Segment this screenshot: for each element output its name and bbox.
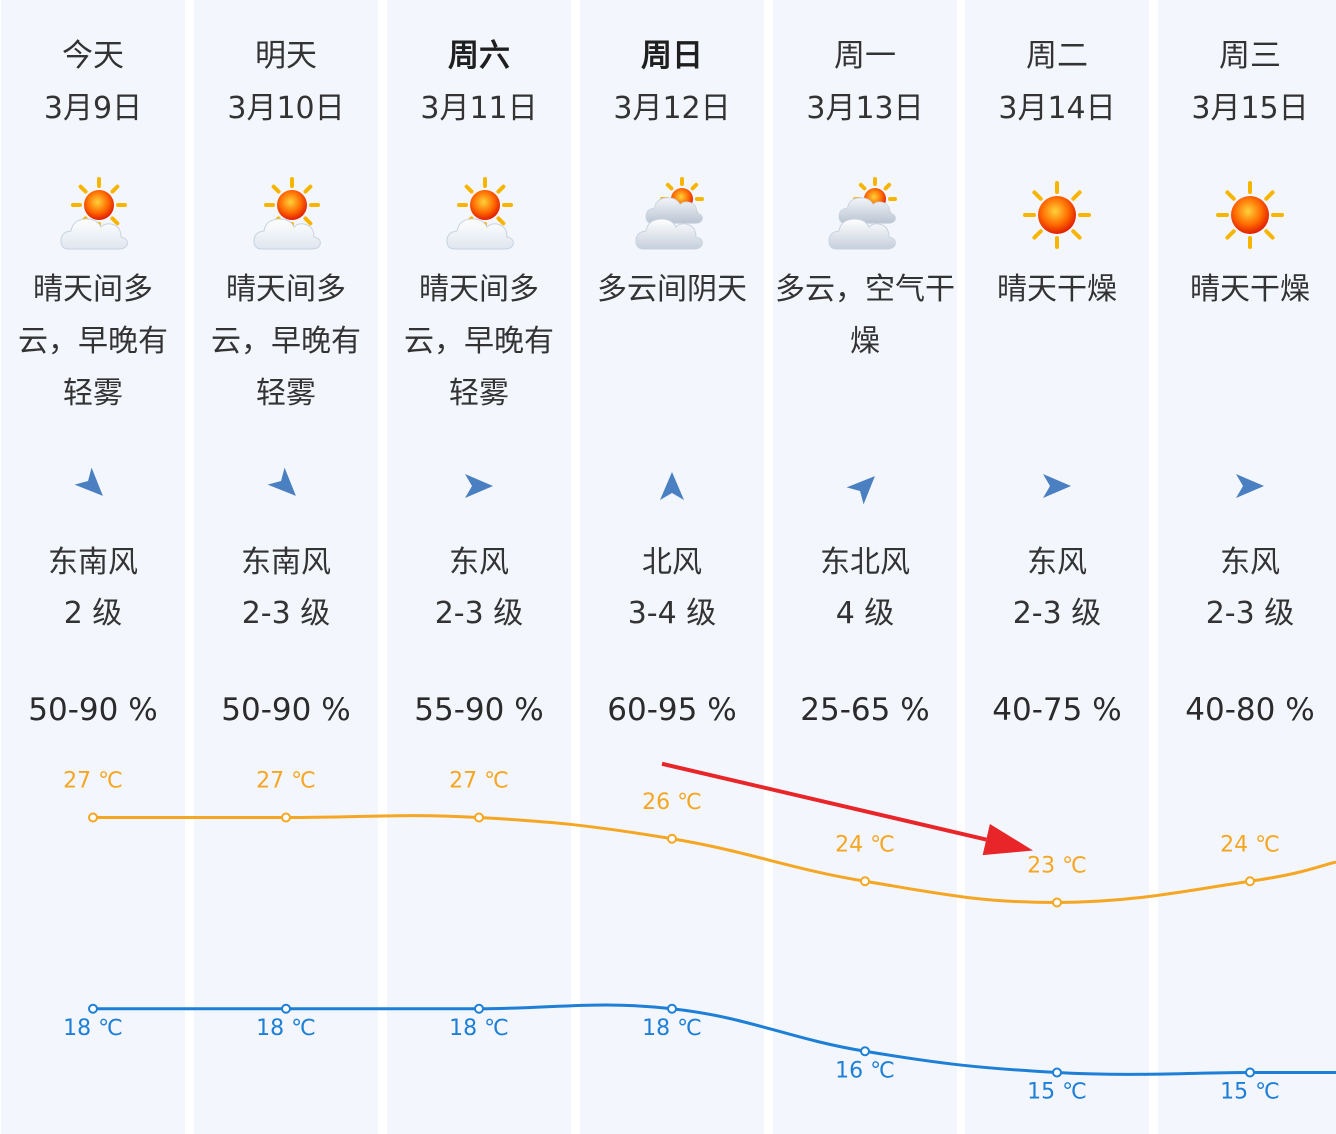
wind-level-label: 3-4 级 bbox=[627, 596, 717, 631]
wind-direction-label: 东南风 bbox=[48, 545, 138, 580]
wind-level-label: 2-3 级 bbox=[434, 596, 524, 631]
humidity-label: 50-90 % bbox=[221, 692, 351, 728]
wind-level-label: 2-3 级 bbox=[241, 596, 331, 631]
humidity-label: 40-80 % bbox=[1185, 692, 1315, 728]
date-label: 3月12日 bbox=[613, 91, 731, 126]
weekday-label: 今天 bbox=[62, 38, 124, 74]
high-temp-point bbox=[1052, 897, 1062, 908]
low-temp-point bbox=[281, 1003, 291, 1014]
high-temp-label: 27 ℃ bbox=[256, 769, 316, 794]
high-temp-point bbox=[667, 833, 677, 844]
low-temp-point bbox=[667, 1003, 677, 1014]
wind-direction-icon bbox=[1230, 466, 1270, 506]
partly-cloudy-icon bbox=[439, 175, 519, 255]
weather-description: 晴天干燥 bbox=[1190, 272, 1310, 307]
weather-description: 多云，空气干燥 bbox=[775, 272, 955, 359]
day-column bbox=[1158, 0, 1336, 1134]
wind-level-label: 4 级 bbox=[835, 596, 895, 631]
wind-direction-icon bbox=[1037, 466, 1077, 506]
wind-direction-icon bbox=[266, 466, 306, 506]
low-temp-label: 18 ℃ bbox=[63, 1016, 123, 1041]
low-temp-point bbox=[1245, 1067, 1255, 1078]
weather-description: 多云间阴天 bbox=[597, 272, 747, 307]
weather-description: 晴天干燥 bbox=[997, 272, 1117, 307]
weather-description: 晴天间多云，早晚有轻雾 bbox=[211, 272, 361, 411]
high-temp-point bbox=[474, 812, 484, 823]
high-temp-point bbox=[860, 876, 870, 887]
low-temp-line bbox=[92, 1003, 1336, 1076]
low-temp-label: 15 ℃ bbox=[1220, 1080, 1280, 1105]
day-column bbox=[387, 0, 571, 1134]
low-temp-label: 16 ℃ bbox=[835, 1058, 895, 1083]
low-temp-point bbox=[1052, 1067, 1062, 1078]
wind-direction-label: 东风 bbox=[1220, 545, 1280, 580]
wind-direction-label: 东风 bbox=[449, 545, 509, 580]
humidity-label: 40-75 % bbox=[992, 692, 1122, 728]
wind-direction-label: 东风 bbox=[1027, 545, 1087, 580]
weekday-label: 周二 bbox=[1026, 38, 1088, 74]
day-column bbox=[1, 0, 185, 1134]
date-label: 3月9日 bbox=[43, 91, 143, 126]
annotation-arrow-shaft bbox=[661, 761, 987, 842]
wind-direction-icon bbox=[459, 466, 499, 506]
wind-direction-icon bbox=[652, 466, 692, 506]
high-temp-label: 24 ℃ bbox=[835, 832, 895, 857]
wind-direction-icon bbox=[73, 466, 113, 506]
day-column bbox=[194, 0, 378, 1134]
date-label: 3月11日 bbox=[420, 91, 538, 126]
weekday-label: 周三 bbox=[1219, 38, 1281, 74]
weekday-label: 周日 bbox=[641, 38, 703, 74]
high-temp-label: 27 ℃ bbox=[449, 769, 509, 794]
wind-level-label: 2-3 级 bbox=[1205, 596, 1295, 631]
high-temp-point bbox=[281, 812, 291, 823]
date-label: 3月15日 bbox=[1191, 91, 1309, 126]
date-label: 3月14日 bbox=[998, 91, 1116, 126]
low-temp-label: 18 ℃ bbox=[642, 1016, 702, 1041]
cloudy-icon bbox=[825, 175, 905, 255]
high-temp-label: 27 ℃ bbox=[63, 769, 123, 794]
humidity-label: 60-95 % bbox=[607, 692, 737, 728]
wind-direction-label: 东北风 bbox=[820, 545, 910, 580]
low-temp-label: 18 ℃ bbox=[449, 1016, 509, 1041]
high-temp-point bbox=[1245, 876, 1255, 887]
weather-description: 晴天间多云，早晚有轻雾 bbox=[18, 272, 168, 411]
high-temp-label: 26 ℃ bbox=[642, 790, 702, 815]
wind-direction-label: 北风 bbox=[642, 545, 702, 580]
date-label: 3月10日 bbox=[227, 91, 345, 126]
weekday-label: 周一 bbox=[834, 38, 896, 74]
low-temp-point bbox=[474, 1003, 484, 1014]
low-temp-label: 15 ℃ bbox=[1027, 1080, 1087, 1105]
high-temp-label: 23 ℃ bbox=[1027, 854, 1087, 879]
wind-direction-label: 东南风 bbox=[241, 545, 331, 580]
partly-cloudy-icon bbox=[246, 175, 326, 255]
date-label: 3月13日 bbox=[806, 91, 924, 126]
humidity-label: 50-90 % bbox=[28, 692, 158, 728]
low-temp-label: 18 ℃ bbox=[256, 1016, 316, 1041]
high-temp-point bbox=[88, 812, 98, 823]
humidity-label: 55-90 % bbox=[414, 692, 544, 728]
wind-level-label: 2-3 级 bbox=[1012, 596, 1102, 631]
low-temp-point bbox=[88, 1003, 98, 1014]
partly-cloudy-icon bbox=[53, 175, 133, 255]
annotation-arrow-head bbox=[982, 823, 1033, 856]
humidity-label: 25-65 % bbox=[800, 692, 930, 728]
high-temp-label: 24 ℃ bbox=[1220, 832, 1280, 857]
high-temp-line bbox=[92, 814, 1336, 905]
wind-level-label: 2 级 bbox=[63, 596, 123, 631]
sunny-icon bbox=[1210, 175, 1290, 255]
cloudy-icon bbox=[632, 175, 712, 255]
low-temp-point bbox=[860, 1046, 870, 1057]
sunny-icon bbox=[1017, 175, 1097, 255]
wind-direction-icon bbox=[845, 466, 885, 506]
weekday-label: 明天 bbox=[255, 38, 317, 74]
temperature-chart: 27 ℃ 27 ℃ 27 ℃ 26 ℃ 24 ℃ 23 ℃ 24 ℃ 18 ℃ 18 ℃ 18 ℃… bbox=[63, 761, 1336, 1105]
weekday-label: 周六 bbox=[448, 38, 510, 74]
weather-description: 晴天间多云，早晚有轻雾 bbox=[404, 272, 554, 411]
